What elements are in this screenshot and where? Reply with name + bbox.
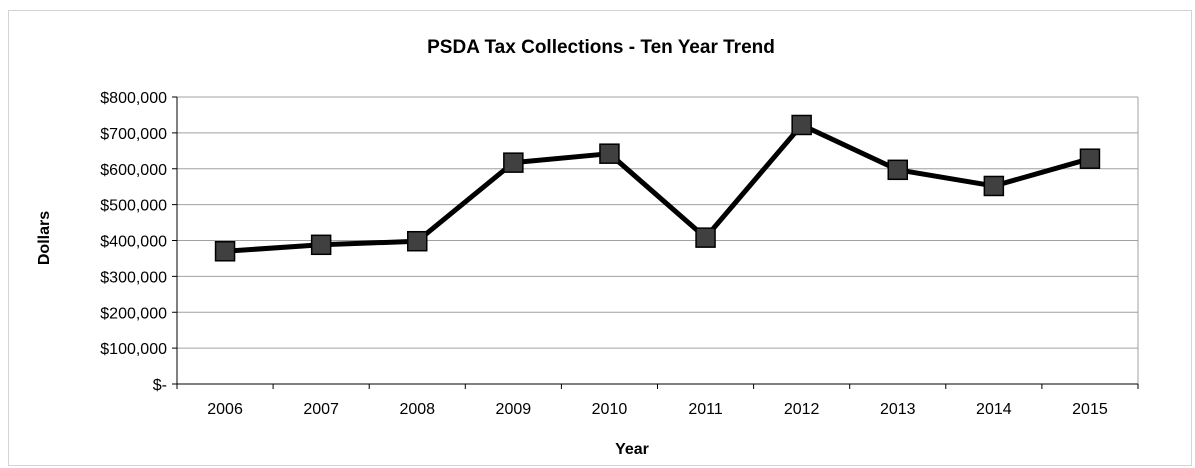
y-tick-label: $800,000 bbox=[100, 90, 167, 107]
gridlines bbox=[177, 96, 1138, 349]
chart-title: PSDA Tax Collections - Ten Year Trend bbox=[427, 37, 775, 58]
x-tick-label: 2012 bbox=[784, 401, 820, 418]
y-axis-title: Dollars bbox=[36, 211, 53, 265]
x-tick-label: 2013 bbox=[880, 401, 916, 418]
data-point-marker bbox=[983, 175, 1005, 197]
data-point-marker bbox=[695, 227, 716, 248]
x-tick-label: 2015 bbox=[1072, 401, 1108, 418]
y-tick-label: $200,000 bbox=[100, 305, 167, 322]
y-tick-label: $500,000 bbox=[100, 198, 167, 215]
y-tick-label: $- bbox=[153, 377, 167, 394]
data-point-marker bbox=[791, 114, 812, 136]
data-point-marker bbox=[310, 234, 332, 256]
y-axis-ticks: $- $100,000 $200,000 $300,000 $400,000 $500,0… bbox=[100, 90, 177, 394]
x-tick-label: 2006 bbox=[207, 401, 243, 418]
x-axis-ticks: 2006 2007 2008 2009 2010 2011 2012 2013 2014 2015 bbox=[176, 384, 1139, 418]
series-line bbox=[224, 122, 1091, 254]
y-tick-label: $600,000 bbox=[100, 162, 167, 179]
x-tick-label: 2014 bbox=[976, 401, 1012, 418]
data-point-marker bbox=[214, 241, 236, 262]
data-point-marker bbox=[503, 152, 524, 173]
data-point-marker bbox=[1079, 148, 1101, 169]
data-point-marker bbox=[599, 143, 620, 164]
data-point-marker bbox=[887, 159, 908, 181]
data-series bbox=[214, 114, 1101, 262]
y-tick-label: $300,000 bbox=[100, 269, 167, 286]
data-point-marker bbox=[407, 230, 428, 252]
chart-frame bbox=[8, 10, 1192, 466]
x-tick-label: 2008 bbox=[399, 401, 435, 418]
x-axis-title: Year bbox=[615, 441, 649, 458]
x-tick-label: 2010 bbox=[592, 401, 628, 418]
y-tick-label: $400,000 bbox=[100, 234, 167, 251]
y-tick-label: $100,000 bbox=[100, 341, 167, 358]
y-tick-label: $700,000 bbox=[100, 126, 167, 143]
x-tick-label: 2011 bbox=[688, 401, 723, 418]
x-tick-label: 2007 bbox=[303, 401, 339, 418]
x-tick-label: 2009 bbox=[496, 401, 532, 418]
